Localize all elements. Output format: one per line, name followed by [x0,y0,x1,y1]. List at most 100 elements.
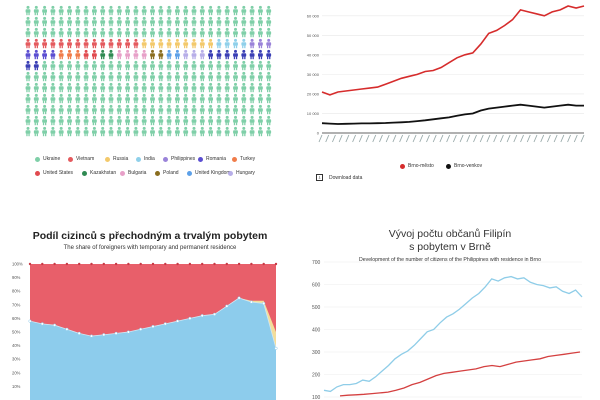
person-icon [258,60,263,71]
person-icon [183,126,189,137]
person-icon [166,49,172,60]
person-icon [249,16,255,27]
legend-label: United States [43,170,74,176]
legend-label: Bulgaria [128,170,147,176]
person-icon [208,126,213,137]
person-icon [33,82,39,93]
person-icon [141,93,147,104]
person-icon [100,27,106,38]
y-tick-label: 40 000 [307,52,320,57]
person-icon [33,38,39,49]
legend-label: Kazakhstan [90,170,117,176]
person-icon [258,16,263,27]
person-icon [199,71,205,82]
person-icon [266,49,272,60]
person-icon [266,126,272,137]
person-icon [216,5,222,16]
download-label: Download data [329,174,363,181]
x-tick-label [499,134,504,143]
x-tick-label [325,134,330,143]
legend-item: Turkey [232,156,255,162]
legend-dot [232,156,237,162]
y-tick-label: 20 000 [307,91,320,96]
person-icon [199,16,205,27]
y-tick-label: 30 000 [307,72,320,77]
legend-dot [68,156,73,162]
temporary-point [90,262,93,266]
person-icon [233,93,238,104]
person-icon [233,82,238,93]
person-icon [150,38,155,49]
x-tick-label [426,134,430,143]
person-icon [58,16,64,27]
person-icon [58,82,64,93]
person-icon [42,16,47,27]
person-icon [116,60,122,71]
person-icon [216,71,222,82]
area-chart: 10% 20% 30% 40% 50% 60% 70% 80% 90% 100% [12,262,278,400]
person-icon [224,104,230,115]
person-icon [191,27,197,38]
x-tick-label [526,134,531,143]
person-icon [266,60,272,71]
person-icon [150,16,155,27]
permanent-point [28,319,32,323]
person-icon [224,82,230,93]
legend-dot [400,163,405,169]
person-icon [258,71,263,82]
permanent-point [212,312,217,316]
legend-label: Turkey [240,156,256,162]
person-icon [166,82,172,93]
permanent-point [89,334,94,338]
person-icon [183,71,189,82]
legend-dot [228,170,233,176]
person-icon [208,82,213,93]
permanent-point [176,319,180,323]
person-icon [133,5,139,16]
permanent-point [40,322,44,326]
person-icon [42,82,47,93]
person-icon [116,27,122,38]
person-icon [208,60,213,71]
person-icon [191,60,197,71]
person-icon [249,49,255,60]
person-icon [258,115,263,126]
person-icon [83,38,89,49]
person-icon [258,5,263,16]
person-icon [108,82,114,93]
person-icon [67,16,72,27]
person-icon [125,5,130,16]
person-icon [258,27,263,38]
person-icon [58,93,64,104]
person-icon [258,82,263,93]
philippines-title-line1: Vývoj počtu občanů Filipín [388,228,512,240]
person-icon [75,60,81,71]
person-icon [133,82,139,93]
download-data-link[interactable]: ⇩ Download data [316,174,362,181]
y-tick-label: 60 000 [307,13,320,18]
x-tick-label [405,134,410,143]
legend-dot [136,156,141,162]
person-icon [158,126,164,137]
person-icon [150,60,155,71]
person-icon [191,5,197,16]
person-icon [108,71,114,82]
person-icon [166,115,172,126]
person-icon [58,49,64,60]
person-icon [25,115,31,126]
philippines-title-line2: s pobytem v Brně [409,241,491,253]
x-tick-label [345,134,350,143]
person-icon [224,93,230,104]
person-icon [208,49,213,60]
legend-label: Philippines [171,156,196,162]
x-tick-label [520,134,524,143]
person-icon [166,60,172,71]
area-chart-subtitle: The share of foreigners with temporary a… [63,245,237,251]
person-icon [50,60,56,71]
person-icon [42,104,47,115]
person-icon [100,49,106,60]
person-icon [67,49,72,60]
pictogram-panel: Ukraine Vietnam Russia India Philippines Roma… [0,0,300,200]
person-icon [224,38,230,49]
legend-label: India [144,156,155,162]
